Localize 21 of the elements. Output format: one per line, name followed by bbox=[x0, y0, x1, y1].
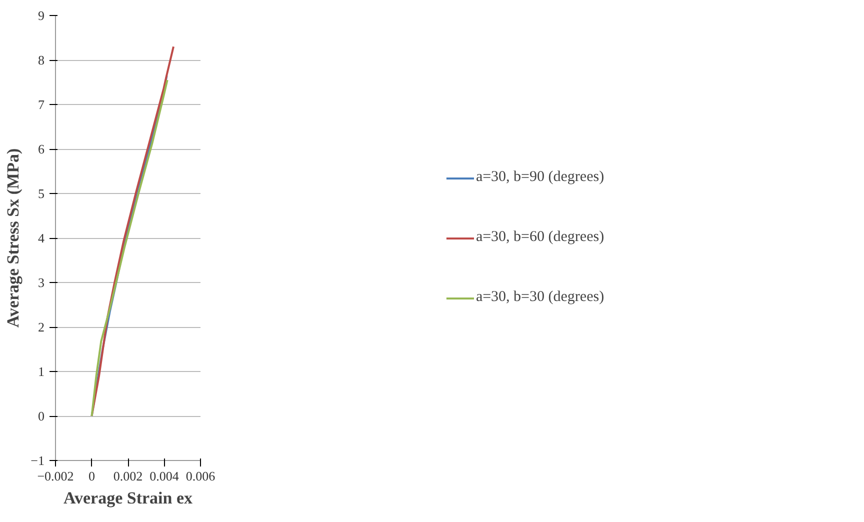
legend-label: a=30, b=90 (degrees) bbox=[476, 169, 604, 186]
x-tick-label: −0.002 bbox=[37, 468, 74, 484]
y-tick-label: 4 bbox=[38, 230, 45, 246]
y-tick-label: −1 bbox=[30, 453, 45, 468]
legend-label: a=30, b=30 (degrees) bbox=[476, 289, 604, 306]
legend-label: a=30, b=60 (degrees) bbox=[476, 229, 604, 246]
y-tick-label: 0 bbox=[38, 408, 44, 424]
y-tick-label: 6 bbox=[38, 142, 45, 156]
y-tick-label: 5 bbox=[38, 186, 44, 201]
y-tick-label: 7 bbox=[38, 97, 45, 112]
x-tick-label: 0 bbox=[88, 468, 95, 484]
x-axis-title: Average Strain ex bbox=[63, 488, 194, 508]
y-tick-label: 8 bbox=[38, 52, 44, 68]
y-tick-label: 9 bbox=[38, 8, 44, 23]
y-tick-label: 2 bbox=[38, 320, 44, 334]
x-tick-label: 0.006 bbox=[186, 468, 216, 484]
x-tick-label: 0.002 bbox=[113, 468, 143, 484]
y-tick-label: 1 bbox=[38, 364, 44, 379]
y-axis-title: Average Stress Sx (MPa) bbox=[4, 148, 23, 328]
x-tick-label: 0.004 bbox=[150, 468, 180, 484]
y-tick-label: 3 bbox=[38, 275, 44, 290]
